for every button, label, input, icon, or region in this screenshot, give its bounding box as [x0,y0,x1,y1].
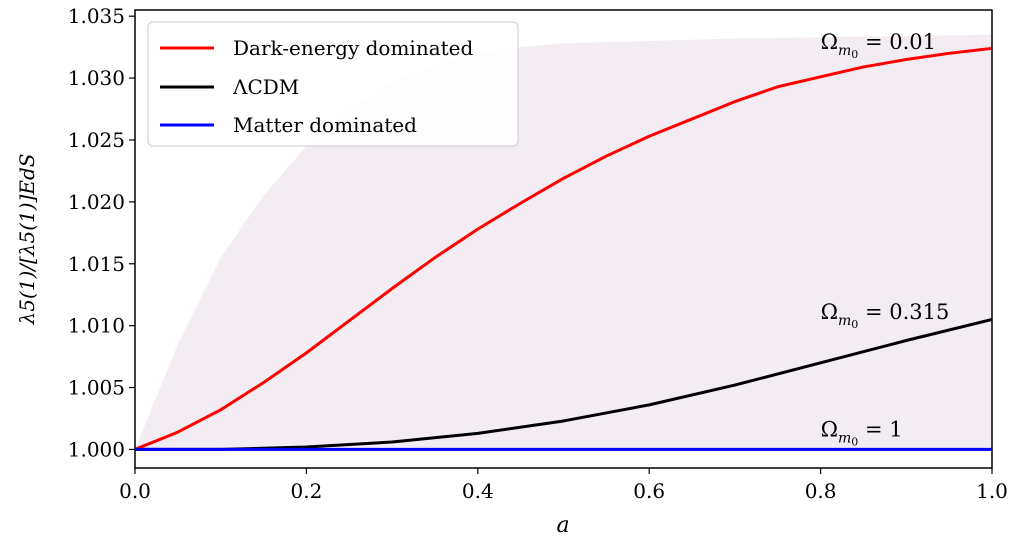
series-line-lcdm [135,318,992,451]
annotation-omega-0-01: Ωm0 = 0.01 [821,30,936,61]
y-tick-label: 1.035 [68,4,125,28]
x-tick-label: 0.0 [119,479,151,503]
annotation-omega-0-315: Ωm0 = 0.315 [821,300,950,331]
legend: Dark-energy dominated ΛCDM Matter domina… [147,21,519,147]
y-tick-label: 1.000 [68,437,125,461]
x-tick-label: 0.8 [805,479,837,503]
legend-box [147,21,519,147]
y-tick-label: 1.010 [68,314,125,338]
x-tick-label: 0.2 [290,479,322,503]
x-axis-label: a [556,513,569,538]
legend-label-dark-energy: Dark-energy dominated [233,36,474,60]
y-tick-label: 1.020 [68,190,125,214]
x-tick-label: 1.0 [976,479,1008,503]
y-axis-label: λ5(1)/[λ5(1)]EdS [15,154,39,326]
x-tick-label: 0.6 [633,479,665,503]
y-tick-label: 1.030 [68,66,125,90]
plot-frame [134,9,993,469]
series-line-dark-energy [135,46,992,451]
legend-label-lcdm: ΛCDM [232,75,299,99]
y-tick-label: 1.025 [68,128,125,152]
annotation-omega-1: Ωm0 = 1 [821,418,903,449]
y-tick-label: 1.005 [68,376,125,400]
x-tick-label: 0.4 [462,479,494,503]
y-tick-label: 1.015 [68,252,125,276]
legend-label-matter: Matter dominated [233,113,417,137]
